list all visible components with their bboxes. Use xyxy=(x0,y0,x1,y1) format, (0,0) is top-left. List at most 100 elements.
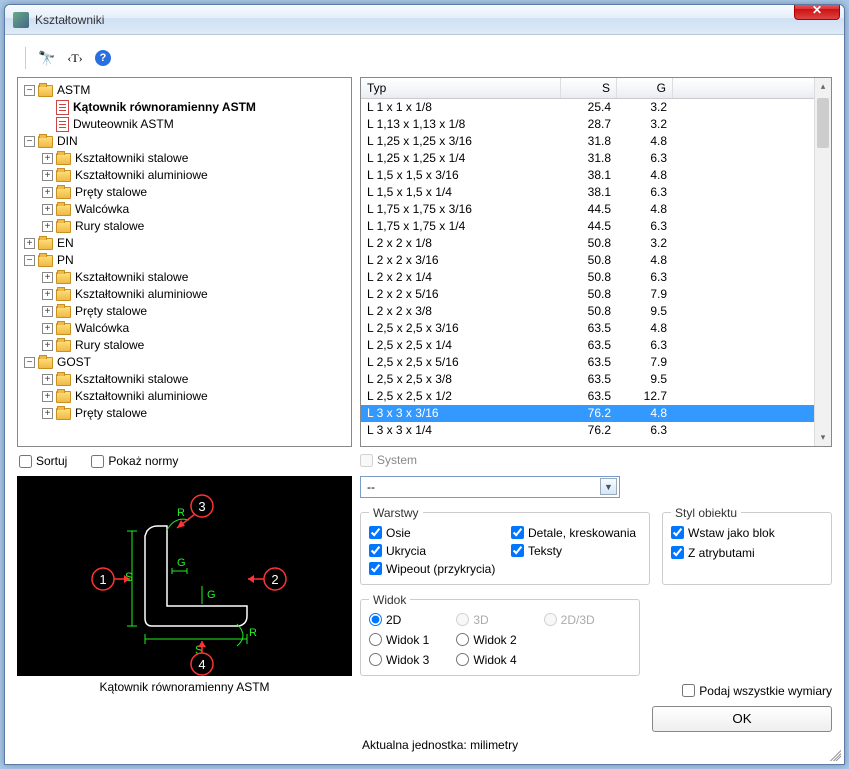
layer-wipeout-checkbox[interactable]: Wipeout (przykrycia) xyxy=(369,562,641,576)
tree-item[interactable]: −GOST+Kształtowniki stalowe+Kształtownik… xyxy=(24,354,347,422)
layer-ukrycia-checkbox[interactable]: Ukrycia xyxy=(369,544,499,558)
folder-icon xyxy=(56,374,71,386)
tree-item[interactable]: −ASTMKątownik równoramienny ASTMDwuteown… xyxy=(24,82,347,133)
content-area: 🔭 ‹T› ? −ASTMKątownik równoramienny ASTM… xyxy=(5,35,844,764)
list-row[interactable]: L 1 x 1 x 1/825.43.2 xyxy=(361,99,831,116)
tree-item-label: Pręty stalowe xyxy=(75,406,147,420)
tree-item[interactable]: +Kształtowniki stalowe xyxy=(42,269,347,286)
app-icon xyxy=(13,12,29,28)
text-settings-button[interactable]: ‹T› xyxy=(63,46,87,70)
tree-item[interactable]: +Pręty stalowe xyxy=(42,303,347,320)
svg-text:R: R xyxy=(249,627,257,639)
col-s-header[interactable]: S xyxy=(561,78,617,98)
with-attributes-checkbox[interactable]: Z atrybutami xyxy=(671,546,823,560)
list-row[interactable]: L 2,5 x 2,5 x 1/463.56.3 xyxy=(361,337,831,354)
tree-item[interactable]: +Kształtowniki stalowe xyxy=(42,150,347,167)
tree-item[interactable]: +Walcówka xyxy=(42,320,347,337)
list-panel[interactable]: Typ S G L 1 x 1 x 1/825.43.2L 1,13 x 1,1… xyxy=(360,77,832,447)
list-row[interactable]: L 2,5 x 2,5 x 5/1663.57.9 xyxy=(361,354,831,371)
system-combo[interactable]: -- ▼ xyxy=(360,476,620,498)
layer-detale-checkbox[interactable]: Detale, kreskowania xyxy=(511,526,641,540)
list-row[interactable]: L 1,75 x 1,75 x 1/444.56.3 xyxy=(361,218,831,235)
tree-item-label: Kształtowniki aluminiowe xyxy=(75,389,208,403)
tree-item-label: Rury stalowe xyxy=(75,219,144,233)
tree-item-label: ASTM xyxy=(57,83,90,97)
insert-as-block-checkbox[interactable]: Wstaw jako blok xyxy=(671,526,823,540)
folder-icon xyxy=(56,153,71,165)
layers-group: Warstwy Osie Detale, kreskowania Ukrycia… xyxy=(360,506,650,585)
list-scrollbar[interactable]: ▴ ▾ xyxy=(814,78,831,446)
layer-osie-checkbox[interactable]: Osie xyxy=(369,526,499,540)
folder-icon xyxy=(38,136,53,148)
list-row[interactable]: L 2,5 x 2,5 x 1/263.512.7 xyxy=(361,388,831,405)
list-row[interactable]: L 2 x 2 x 3/1650.84.8 xyxy=(361,252,831,269)
list-row[interactable]: L 2 x 2 x 1/850.83.2 xyxy=(361,235,831,252)
tree-item-label: Kształtowniki aluminiowe xyxy=(75,287,208,301)
tree-item[interactable]: +Kształtowniki aluminiowe xyxy=(42,388,347,405)
tree-item[interactable]: +Pręty stalowe xyxy=(42,405,347,422)
folder-icon xyxy=(56,391,71,403)
list-row[interactable]: L 2,5 x 2,5 x 3/1663.54.8 xyxy=(361,320,831,337)
svg-text:G: G xyxy=(177,557,186,569)
tree-item[interactable]: +Rury stalowe xyxy=(42,337,347,354)
col-typ-header[interactable]: Typ xyxy=(361,78,561,98)
tree-item[interactable]: +Kształtowniki stalowe xyxy=(42,371,347,388)
folder-icon xyxy=(56,221,71,233)
show-norms-checkbox[interactable]: Pokaż normy xyxy=(91,454,178,468)
resize-grip[interactable] xyxy=(827,747,841,761)
tree-item[interactable]: +Pręty stalowe xyxy=(42,184,347,201)
ok-button[interactable]: OK xyxy=(652,706,832,732)
document-icon xyxy=(56,100,69,115)
tree-item-label: DIN xyxy=(57,134,78,148)
system-checkbox[interactable]: System xyxy=(360,453,417,467)
tree-item-label: Rury stalowe xyxy=(75,338,144,352)
list-row[interactable]: L 2 x 2 x 3/850.89.5 xyxy=(361,303,831,320)
view-w1-radio[interactable]: Widok 1 xyxy=(369,633,456,647)
view-2d3d-radio[interactable]: 2D/3D xyxy=(544,613,631,627)
list-row[interactable]: L 1,13 x 1,13 x 1/828.73.2 xyxy=(361,116,831,133)
view-w2-radio[interactable]: Widok 2 xyxy=(456,633,543,647)
close-button[interactable]: ✕ xyxy=(794,4,840,20)
all-dims-checkbox[interactable]: Podaj wszystkie wymiary xyxy=(682,684,832,698)
list-row[interactable]: L 2 x 2 x 1/450.86.3 xyxy=(361,269,831,286)
tree-item[interactable]: Dwuteownik ASTM xyxy=(42,116,347,133)
svg-text:G: G xyxy=(207,589,216,601)
tree-panel[interactable]: −ASTMKątownik równoramienny ASTMDwuteown… xyxy=(17,77,352,447)
list-row[interactable]: L 1,5 x 1,5 x 3/1638.14.8 xyxy=(361,167,831,184)
folder-icon xyxy=(56,306,71,318)
tree-item[interactable]: +Kształtowniki aluminiowe xyxy=(42,286,347,303)
list-row[interactable]: L 1,75 x 1,75 x 3/1644.54.8 xyxy=(361,201,831,218)
tree-item[interactable]: −PN+Kształtowniki stalowe+Kształtowniki … xyxy=(24,252,347,354)
tree-item[interactable]: −DIN+Kształtowniki stalowe+Kształtowniki… xyxy=(24,133,347,235)
view-2d-radio[interactable]: 2D xyxy=(369,613,456,627)
sort-checkbox[interactable]: Sortuj xyxy=(19,454,67,468)
view-w3-radio[interactable]: Widok 3 xyxy=(369,653,456,667)
list-row[interactable]: L 2 x 2 x 5/1650.87.9 xyxy=(361,286,831,303)
tree-item[interactable]: +Walcówka xyxy=(42,201,347,218)
list-row[interactable]: L 2,5 x 2,5 x 3/863.59.5 xyxy=(361,371,831,388)
folder-icon xyxy=(38,238,53,250)
list-row[interactable]: L 1,25 x 1,25 x 3/1631.84.8 xyxy=(361,133,831,150)
tree-item[interactable]: +EN xyxy=(24,235,347,252)
col-g-header[interactable]: G xyxy=(617,78,673,98)
preview-pane: G G R R S S xyxy=(17,476,352,676)
tree-item-label: Walcówka xyxy=(75,321,129,335)
list-row[interactable]: L 3 x 3 x 1/476.26.3 xyxy=(361,422,831,439)
tree-item-label: Kształtowniki stalowe xyxy=(75,151,188,165)
list-row[interactable]: L 1,5 x 1,5 x 1/438.16.3 xyxy=(361,184,831,201)
tree-item[interactable]: +Kształtowniki aluminiowe xyxy=(42,167,347,184)
folder-icon xyxy=(38,85,53,97)
tree-item-label: Dwuteownik ASTM xyxy=(73,117,174,131)
view-3d-radio[interactable]: 3D xyxy=(456,613,543,627)
layer-teksty-checkbox[interactable]: Teksty xyxy=(511,544,641,558)
help-button[interactable]: ? xyxy=(91,46,115,70)
list-row[interactable]: L 1,25 x 1,25 x 1/431.86.3 xyxy=(361,150,831,167)
view-w4-radio[interactable]: Widok 4 xyxy=(456,653,543,667)
scroll-thumb[interactable] xyxy=(817,98,829,148)
svg-text:3: 3 xyxy=(198,499,205,514)
tree-item[interactable]: +Rury stalowe xyxy=(42,218,347,235)
find-button[interactable]: 🔭 xyxy=(35,46,59,70)
folder-icon xyxy=(38,357,53,369)
list-row[interactable]: L 3 x 3 x 3/1676.24.8 xyxy=(361,405,831,422)
tree-item[interactable]: Kątownik równoramienny ASTM xyxy=(42,99,347,116)
